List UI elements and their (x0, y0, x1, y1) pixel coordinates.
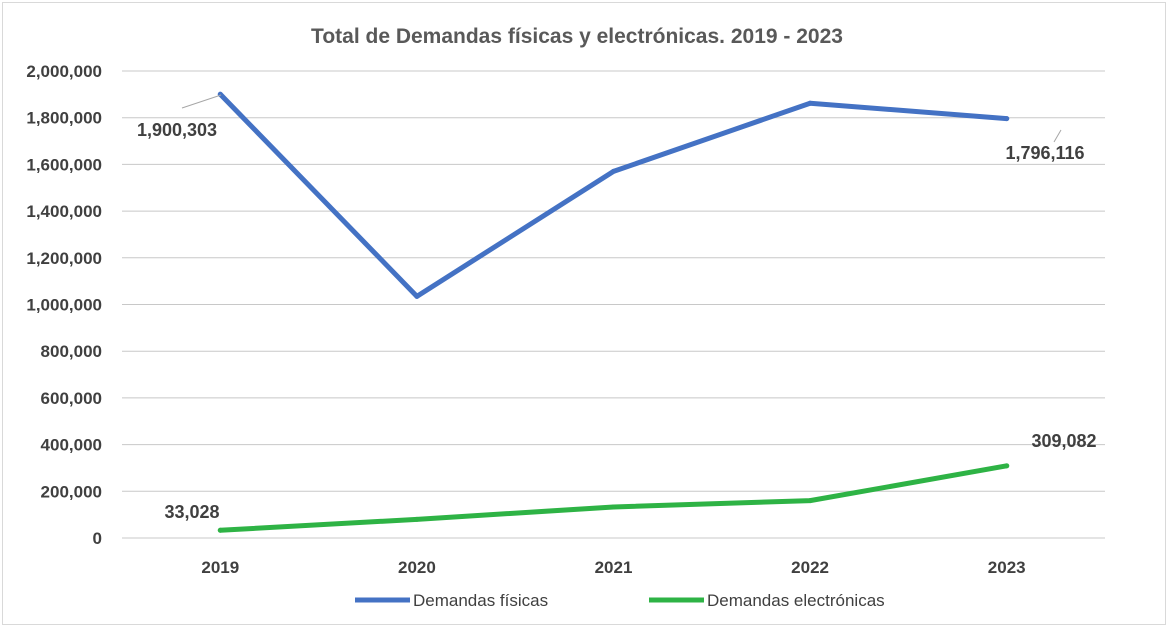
chart-title: Total de Demandas físicas y electrónicas… (311, 25, 843, 48)
data-point (611, 168, 616, 174)
data-label: 1,796,116 (1005, 143, 1084, 163)
x-tick-label: 2023 (988, 558, 1026, 577)
y-tick-label: 800,000 (41, 342, 102, 361)
y-tick-label: 200,000 (41, 482, 102, 501)
data-point (807, 100, 813, 106)
y-tick-label: 1,200,000 (26, 249, 102, 268)
data-labels: 1,900,303 1,796,116 33,028 309,082 (137, 94, 1097, 522)
legend-label: Demandas físicas (413, 591, 548, 610)
x-tick-label: 2019 (201, 558, 239, 577)
data-label: 33,028 (164, 502, 219, 522)
y-tick-label: 1,000,000 (26, 296, 102, 315)
x-tick-label: 2022 (791, 558, 829, 577)
data-label: 309,082 (1031, 431, 1096, 451)
data-label: 1,900,303 (137, 120, 217, 140)
data-point (1004, 463, 1010, 469)
y-tick-label: 2,000,000 (26, 62, 102, 81)
data-point (217, 527, 223, 533)
data-point (414, 516, 420, 522)
gridlines (122, 70, 1105, 539)
y-tick-label: 1,600,000 (26, 155, 102, 174)
data-point (1004, 116, 1010, 122)
x-tick-label: 2021 (595, 558, 633, 577)
y-tick-label: 400,000 (41, 436, 102, 455)
x-axis-ticks: 2019 2020 2021 2022 2023 (201, 558, 1025, 577)
series-line-1 (217, 463, 1010, 533)
data-point (807, 498, 813, 504)
y-tick-label: 1,800,000 (26, 109, 102, 128)
y-tick-label: 600,000 (41, 389, 102, 408)
legend: Demandas físicas Demandas electrónicas (355, 591, 885, 610)
y-tick-label: 1,400,000 (26, 202, 102, 221)
data-point (414, 293, 420, 299)
x-tick-label: 2020 (398, 558, 436, 577)
series-lines (217, 91, 1010, 533)
y-axis-ticks: 0 200,000 400,000 600,000 800,000 1,000,000 1,… (26, 62, 102, 548)
series-line-0 (217, 91, 1010, 299)
data-label-leader (1053, 129, 1062, 143)
y-tick-label: 0 (93, 529, 102, 548)
legend-label: Demandas electrónicas (707, 591, 885, 610)
data-point (611, 504, 616, 510)
data-label-leader (181, 94, 222, 109)
